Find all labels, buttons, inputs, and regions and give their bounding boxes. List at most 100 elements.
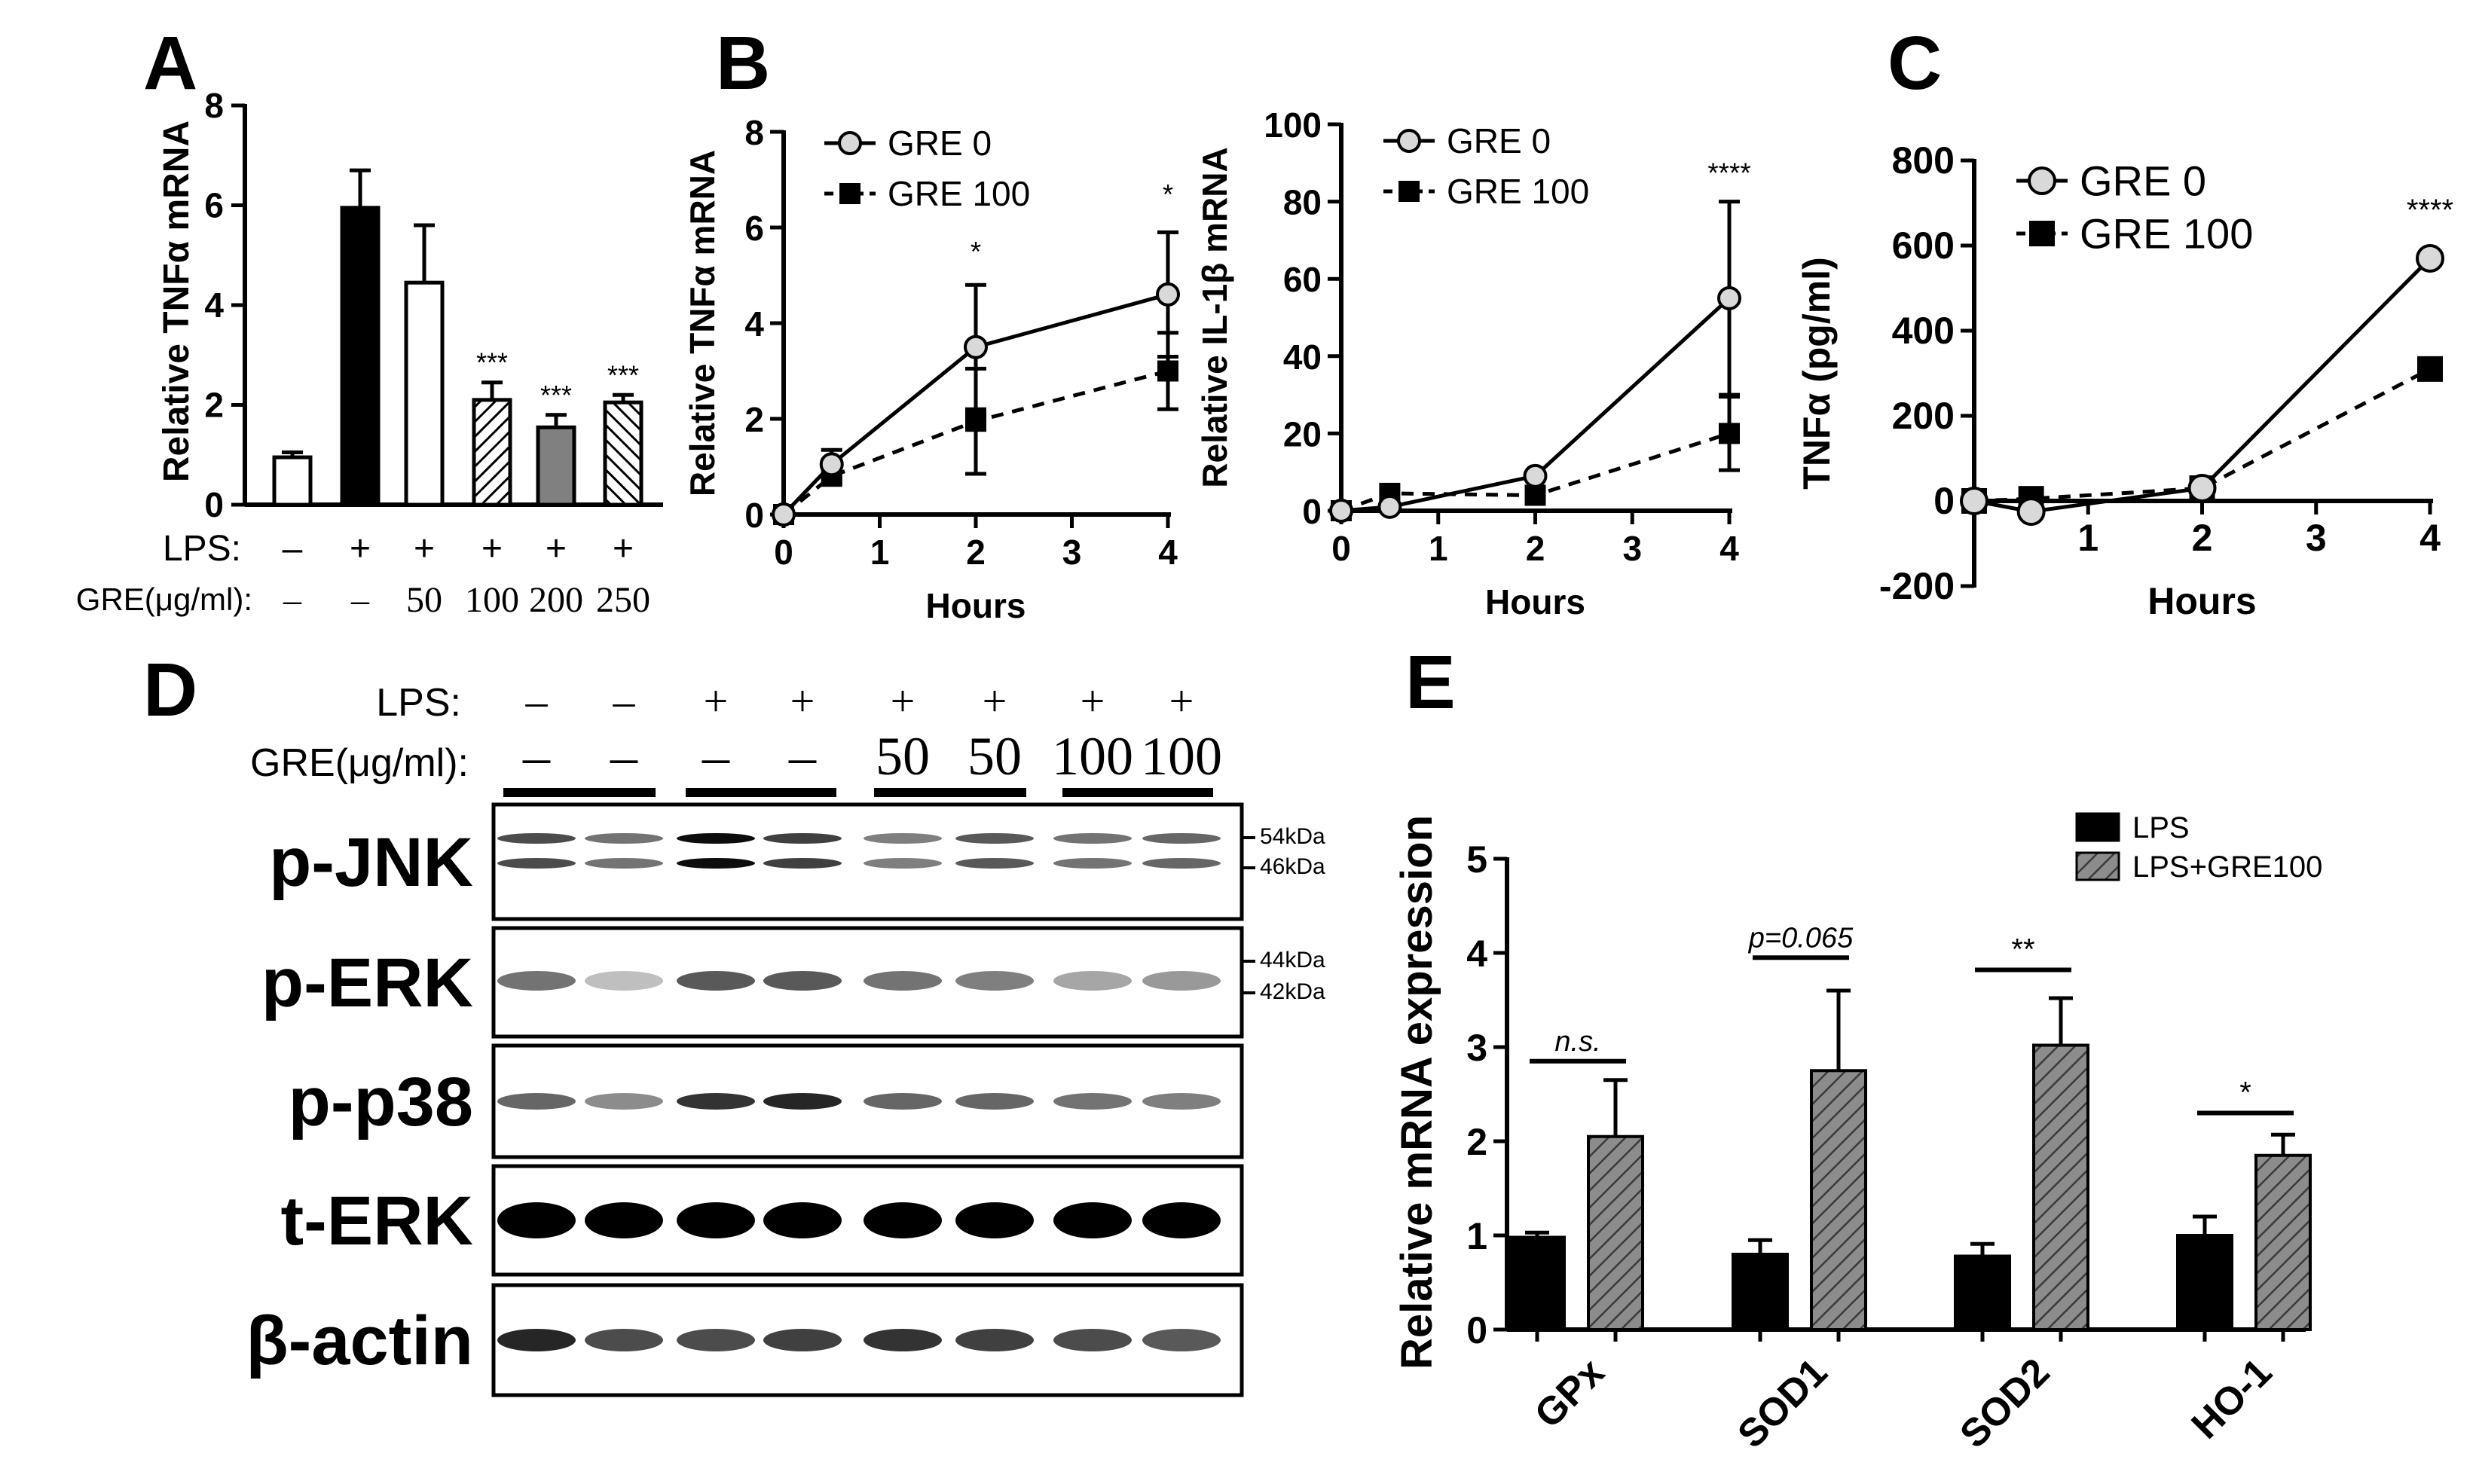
- blot-band: [1142, 1202, 1221, 1238]
- data-point-circle: [1960, 487, 1988, 515]
- x-tick-label: 0: [774, 533, 793, 572]
- legend-label: GRE 100: [2080, 210, 2253, 258]
- x-tick-label: 4: [1719, 529, 1739, 568]
- panel-b-il1b-line-chart: 0 20 40 60 80 100 0 1 2 3 4 Hours Relative IL-1β mRN…: [1195, 105, 1751, 621]
- blot-band: [497, 1093, 576, 1110]
- blot-band: [1142, 858, 1221, 869]
- size-marker-label: 44kDa: [1260, 948, 1325, 973]
- group-bar: [686, 788, 836, 797]
- x-tick-label: 3: [1622, 529, 1642, 568]
- bar: [536, 425, 576, 507]
- panel-letter-e: E: [1405, 640, 1456, 725]
- row-value-gre: 50: [406, 580, 442, 620]
- panel-e-bar-chart: 0 1 2 3 4 5 Relative mRNA expression GPx n.s. SOD…: [1392, 811, 2322, 1457]
- blot-band: [955, 833, 1034, 844]
- significance-label: *: [971, 236, 981, 267]
- row-value-gre: –: [283, 580, 302, 620]
- blot-band: [864, 1202, 942, 1238]
- bar-lpsgre100: [2032, 1043, 2089, 1331]
- blot-gre-value: –: [522, 726, 551, 786]
- bar-lps: [2176, 1234, 2233, 1331]
- blot-band: [497, 858, 576, 869]
- legend-label: GRE 0: [888, 124, 992, 163]
- y-tick-label: 20: [1283, 414, 1322, 453]
- blot-label-pp38: p-p38: [289, 1064, 473, 1140]
- blot-gre-value: 50: [967, 726, 1022, 786]
- y-tick-label: 6: [204, 186, 224, 225]
- y-axis-title: Relative IL-1β mRNA: [1195, 147, 1234, 487]
- y-tick-label: 0: [744, 496, 764, 535]
- y-tick-label: 2: [204, 386, 224, 425]
- category-label: GPx: [1527, 1350, 1613, 1437]
- blot-band: [955, 858, 1034, 869]
- y-tick-label: 4: [744, 304, 764, 344]
- bar-lpsgre100: [2254, 1153, 2312, 1331]
- blot-band: [585, 833, 663, 844]
- significance-label: ****: [2407, 194, 2453, 227]
- series-line-gre-100: [1973, 367, 2432, 503]
- data-point-circle: [1717, 286, 1741, 310]
- blot-band: [763, 833, 842, 844]
- data-point-circle: [1156, 282, 1180, 307]
- blot-label-terk: t-ERK: [280, 1183, 473, 1260]
- data-point-circle: [1329, 499, 1353, 523]
- legend-label: GRE 0: [1447, 121, 1551, 160]
- row-value-lps: +: [481, 529, 503, 569]
- blot-band: [677, 1202, 755, 1238]
- series-line-gre-0: [782, 292, 1169, 516]
- blot-band: [585, 1093, 663, 1110]
- blot-band: [864, 1093, 942, 1110]
- y-tick-label: 400: [1892, 310, 1955, 352]
- blot-band: [763, 971, 842, 991]
- row-value-gre: 200: [529, 580, 583, 620]
- x-tick-label: 2: [2192, 517, 2213, 559]
- blot-gre-label: GRE(μg/ml):: [250, 741, 469, 785]
- series-line-gre-0: [1973, 257, 2432, 514]
- blot-band: [763, 1329, 842, 1351]
- data-point-square: [1719, 423, 1740, 444]
- significance-label: ***: [607, 359, 639, 390]
- bar-lpsgre100: [1810, 1069, 1867, 1331]
- data-point-square: [965, 411, 986, 432]
- data-point-square: [2417, 356, 2443, 382]
- blot-band: [1142, 833, 1221, 844]
- blot-band: [1053, 1202, 1132, 1238]
- category-label: HO-1: [2184, 1350, 2281, 1447]
- y-tick-label: -200: [1879, 565, 1955, 607]
- bar: [404, 280, 445, 507]
- legend-label: LPS+GRE100: [2132, 850, 2322, 884]
- y-tick-label: 8: [744, 113, 764, 152]
- data-point-circle: [964, 334, 988, 359]
- x-axis-title: Hours: [2147, 580, 2256, 622]
- data-point-circle: [1523, 463, 1548, 488]
- y-tick-label: 0: [1302, 492, 1322, 531]
- panel-d-western-blot: LPS: – – + + + + + +GRE(μg/ml): – – – –50 50 100 100p-J…: [246, 676, 1325, 1397]
- y-tick-label: 80: [1283, 183, 1322, 222]
- bar-lps: [1732, 1253, 1789, 1331]
- y-axis-title: TNFα (pg/ml): [1796, 257, 1838, 489]
- bar-lps: [1954, 1254, 2011, 1331]
- x-tick-label: 1: [870, 533, 890, 572]
- legend-label: GRE 0: [2080, 157, 2206, 205]
- row-label-gre: GRE(μg/ml):: [76, 582, 252, 617]
- size-marker-label: 46kDa: [1260, 854, 1325, 879]
- category-label: SOD2: [1952, 1350, 2058, 1456]
- blot-band: [677, 971, 755, 991]
- blot-band: [585, 971, 663, 991]
- legend-marker-square: [839, 183, 860, 204]
- bar: [472, 398, 512, 507]
- legend-swatch: [2075, 851, 2120, 881]
- comparison-label: *: [2239, 1076, 2251, 1110]
- significance-label: ***: [540, 380, 572, 411]
- blot-band: [1053, 858, 1132, 869]
- data-point-circle: [819, 452, 844, 477]
- blot-band: [864, 833, 942, 844]
- blot-label-pjnk: p-JNK: [269, 824, 473, 901]
- row-value-lps: +: [414, 529, 435, 569]
- y-axis-title: Relative mRNA expression: [1392, 815, 1441, 1369]
- y-tick-label: 100: [1264, 105, 1322, 145]
- legend-label: GRE 100: [888, 174, 1030, 213]
- blot-band: [955, 971, 1034, 991]
- blot-band: [677, 1093, 755, 1110]
- legend-swatch: [2075, 812, 2120, 842]
